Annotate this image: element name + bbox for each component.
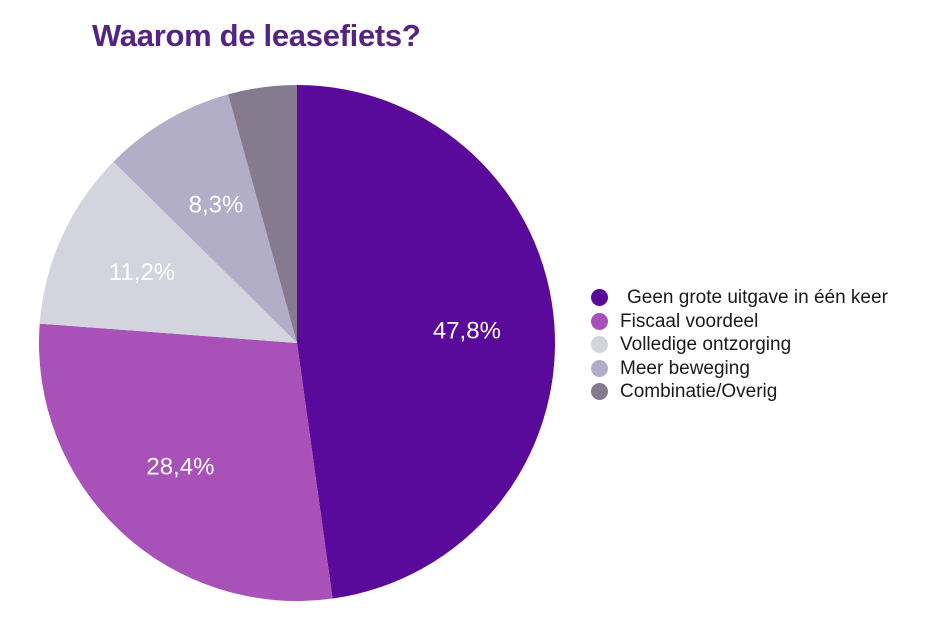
legend-swatch-icon <box>591 289 608 307</box>
pie-slice-3 <box>113 94 297 343</box>
legend-label: Volledige ontzorging <box>620 334 792 355</box>
legend-item-1: Fiscaal voordeel <box>591 310 888 334</box>
legend-swatch-icon <box>591 336 608 354</box>
page-title: Waarom de leasefiets? <box>92 18 421 53</box>
pie-slice-1 <box>38 323 333 602</box>
pie-slice-label-0: 47,8% <box>433 318 501 345</box>
legend-item-0: Geen grote uitgave in één keer <box>591 286 888 310</box>
pie-slice-2 <box>39 161 297 343</box>
legend-swatch-icon <box>591 359 608 377</box>
legend: Geen grote uitgave in één keer Fiscaal v… <box>591 286 888 404</box>
legend-swatch-icon <box>591 383 608 401</box>
pie-slice-0 <box>297 85 556 599</box>
legend-swatch-icon <box>591 312 608 330</box>
legend-label: Combinatie/Overig <box>620 381 778 402</box>
legend-label: Meer beweging <box>620 357 750 379</box>
legend-label: Geen grote uitgave in één keer <box>627 287 888 308</box>
pie-slice-4 <box>228 85 297 343</box>
pie-slice-label-2: 11,2% <box>109 259 175 286</box>
pie-slice-label-3: 8,3% <box>189 192 244 219</box>
legend-item-3: Meer beweging <box>591 357 888 381</box>
pie-slice-label-1: 28,4% <box>146 454 214 481</box>
legend-label: Fiscaal voordeel <box>620 310 759 332</box>
legend-item-4: Combinatie/Overig <box>591 380 888 404</box>
legend-item-2: Volledige ontzorging <box>591 333 888 357</box>
